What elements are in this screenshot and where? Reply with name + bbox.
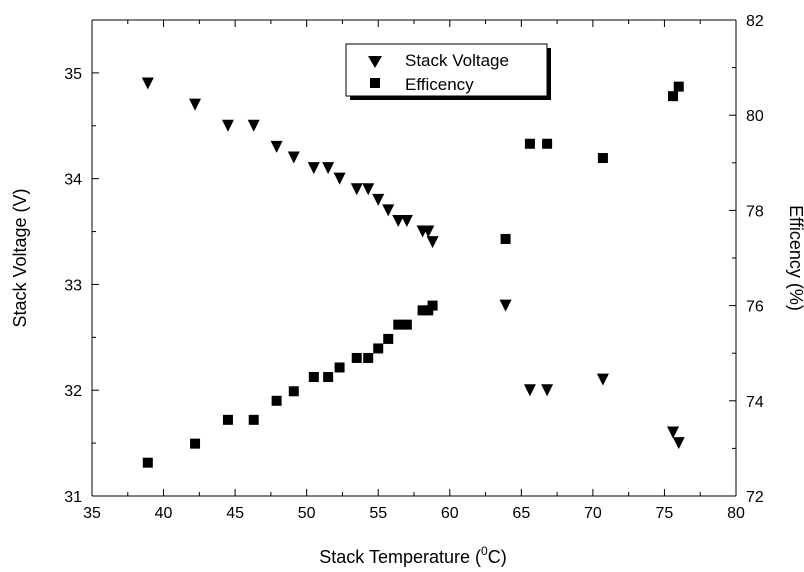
stack-voltage-point: [422, 225, 435, 238]
legend-label-efficency: Efficency: [405, 75, 474, 94]
stack-voltage-point: [667, 426, 680, 439]
y-right-tick-label: 76: [746, 299, 764, 316]
stack-voltage-point: [189, 98, 202, 111]
stack-voltage-point: [307, 162, 320, 175]
efficency-point: [373, 343, 384, 354]
stack-voltage-point: [322, 162, 335, 175]
stack-voltage-point: [270, 140, 283, 153]
legend-square-icon: [370, 78, 380, 88]
stack-voltage-point: [499, 299, 512, 312]
efficency-point: [334, 362, 345, 373]
y-right-tick-label: 80: [746, 108, 764, 125]
x-tick-label: 75: [656, 505, 674, 522]
y-right-tick-label: 74: [746, 394, 764, 411]
x-tick-label: 40: [155, 505, 173, 522]
x-tick-label: 70: [584, 505, 602, 522]
y-left-tick-label: 31: [64, 489, 82, 506]
y-left-tick-label: 35: [64, 66, 82, 83]
y-axis-right-title: Efficency (%): [786, 205, 804, 311]
efficency-point: [500, 233, 511, 244]
x-tick-label: 60: [441, 505, 459, 522]
efficency-point: [383, 333, 394, 344]
x-tick-label: 65: [512, 505, 530, 522]
legend-label-stack-voltage: Stack Voltage: [405, 51, 509, 70]
efficency-point: [222, 414, 233, 425]
stack-voltage-point: [141, 77, 154, 90]
stack-voltage-point: [382, 204, 395, 217]
x-axis-title: Stack Temperature (0C): [319, 544, 506, 567]
x-axis-title-superscript: 0: [481, 544, 488, 558]
efficency-point: [542, 138, 553, 149]
efficency-point: [427, 300, 438, 311]
legend-triangle-down-icon: [368, 56, 382, 68]
x-tick-label: 80: [727, 505, 745, 522]
stack-voltage-point: [426, 236, 439, 249]
marks-layer: [141, 77, 685, 468]
efficency-point: [142, 457, 153, 468]
y-right-tick-label: 72: [746, 489, 764, 506]
x-tick-label: 45: [226, 505, 244, 522]
ticks-layer: 35 40 45 50 55 60 65 70 75 80 31 32 33 34 35 72 74 76 78 80…: [64, 13, 764, 522]
efficency-point: [248, 414, 259, 425]
y-left-tick-label: 32: [64, 383, 82, 400]
efficency-point: [308, 372, 319, 382]
efficency-point: [668, 91, 679, 102]
efficency-point: [417, 305, 428, 316]
efficency-point: [401, 319, 412, 330]
stack-voltage-point: [672, 437, 685, 450]
stack-voltage-point: [333, 172, 346, 185]
efficency-point: [271, 395, 282, 406]
efficency-point: [288, 386, 299, 397]
stack-voltage-point: [362, 183, 375, 196]
stack-voltage-point: [541, 384, 554, 397]
stack-voltage-point: [400, 214, 413, 227]
efficency-point: [363, 352, 374, 363]
efficency-point: [323, 372, 334, 382]
x-axis-title-main: Stack Temperature (: [319, 547, 481, 567]
stack-voltage-point: [392, 214, 405, 227]
stack-voltage-point: [221, 119, 234, 132]
y-left-tick-label: 33: [64, 277, 82, 294]
efficency-point: [351, 352, 362, 363]
y-right-tick-label: 78: [746, 203, 764, 220]
x-axis-title-tail: C): [488, 547, 507, 567]
stack-voltage-point: [372, 193, 385, 206]
stack-voltage-point: [287, 151, 300, 164]
efficency-point: [393, 319, 404, 330]
y-axis-left-title: Stack Voltage (V): [10, 188, 30, 327]
legend: Stack Voltage Efficency: [345, 43, 551, 100]
efficency-point: [190, 438, 201, 449]
y-left-tick-label: 34: [64, 172, 82, 189]
efficency-point: [524, 138, 535, 149]
stack-voltage-point: [523, 384, 536, 397]
x-tick-label: 35: [83, 505, 101, 522]
y-right-tick-label: 82: [746, 13, 764, 30]
x-tick-label: 50: [298, 505, 316, 522]
efficency-point: [673, 81, 684, 92]
stack-voltage-point: [596, 373, 609, 386]
efficency-point: [597, 153, 608, 164]
x-tick-label: 55: [369, 505, 387, 522]
stack-voltage-point: [350, 183, 363, 196]
stack-voltage-point: [247, 119, 260, 132]
